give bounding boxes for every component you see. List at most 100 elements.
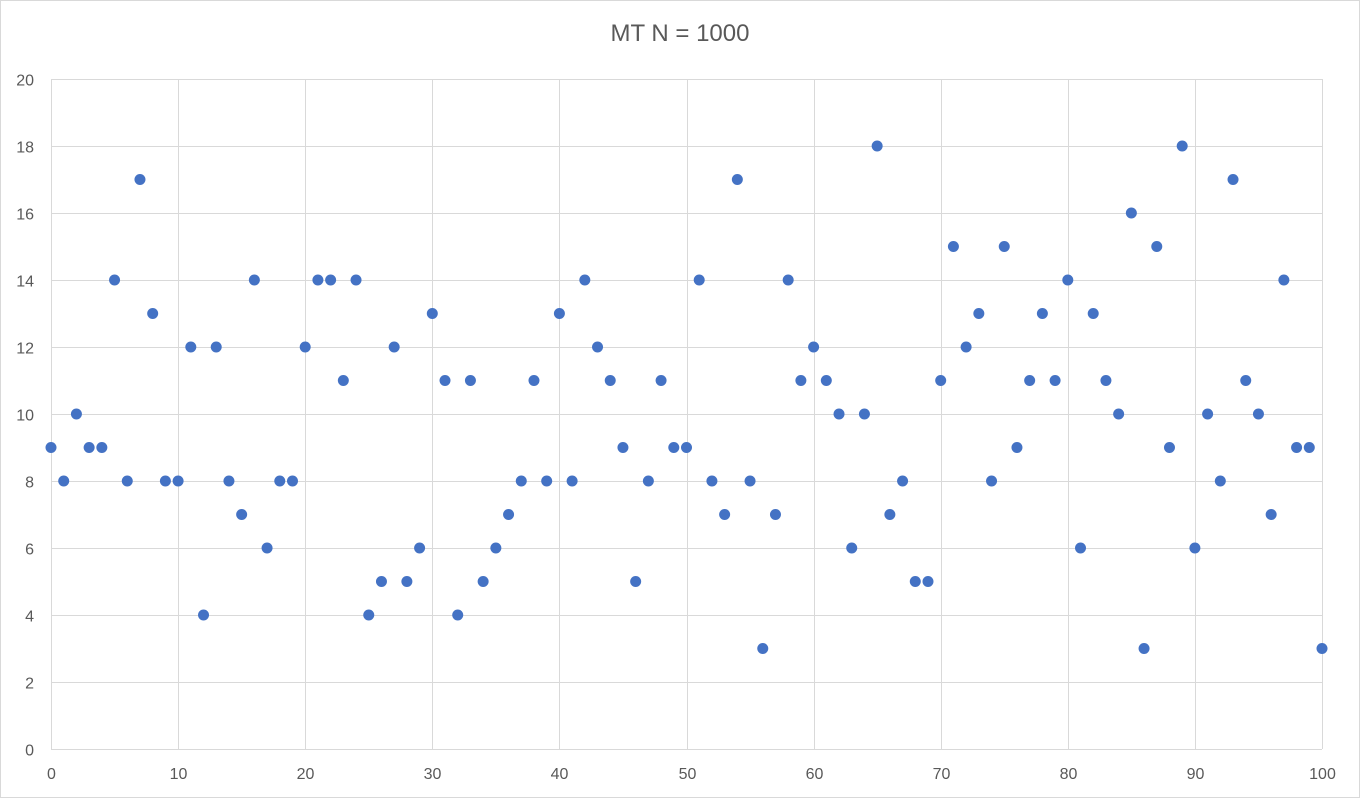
data-point [782, 274, 794, 286]
data-point [630, 576, 642, 587]
data-point [426, 308, 438, 319]
data-point [477, 576, 489, 587]
data-point [897, 475, 909, 487]
data-point [871, 140, 883, 152]
data-point [833, 408, 845, 420]
data-point [286, 475, 298, 487]
data-point [236, 509, 248, 520]
data-point [528, 375, 540, 386]
data-point [70, 408, 82, 420]
data-point [210, 341, 222, 353]
data-point [172, 475, 184, 487]
data-point [681, 442, 692, 453]
x-tick-label: 50 [679, 766, 697, 783]
data-point [808, 341, 820, 353]
data-point [642, 475, 654, 487]
data-point [820, 375, 832, 386]
data-point [261, 542, 273, 554]
data-point [58, 475, 70, 487]
data-point [1125, 207, 1137, 219]
data-point [1202, 408, 1214, 420]
data-point [1075, 542, 1087, 554]
x-tick-label: 60 [806, 766, 824, 783]
data-point [986, 475, 998, 487]
data-point [350, 274, 362, 286]
data-point [846, 542, 858, 554]
data-point [1100, 375, 1112, 386]
data-point [1227, 174, 1239, 185]
data-point [1049, 375, 1061, 386]
data-point [553, 308, 565, 319]
data-point [973, 308, 985, 319]
data-point [337, 375, 349, 386]
data-points [45, 140, 1328, 654]
data-point [1138, 643, 1150, 654]
data-point [299, 341, 311, 353]
data-point [1113, 408, 1125, 420]
data-point [1316, 643, 1328, 654]
data-point [757, 643, 769, 654]
data-point [795, 375, 807, 386]
y-tick-label: 2 [25, 676, 34, 693]
data-point [566, 475, 578, 487]
data-point [274, 475, 286, 487]
data-point [592, 341, 604, 353]
data-point [439, 375, 451, 386]
x-tick-label: 80 [1060, 766, 1078, 783]
y-tick-label: 4 [25, 609, 34, 626]
data-point [503, 509, 515, 520]
x-tick-label: 40 [551, 766, 569, 783]
data-point [1036, 308, 1048, 319]
data-point [731, 174, 743, 185]
data-point [248, 274, 260, 286]
data-point [1062, 274, 1074, 286]
data-point [325, 274, 337, 286]
y-tick-label: 12 [16, 341, 34, 358]
chart-title: MT N = 1000 [610, 20, 750, 47]
data-point [401, 576, 413, 587]
y-tick-label: 14 [16, 274, 34, 291]
data-point [922, 576, 934, 587]
data-point [935, 375, 947, 386]
x-tick-label: 90 [1187, 766, 1205, 783]
data-point [388, 341, 400, 353]
y-tick-label: 10 [16, 408, 34, 425]
data-point [414, 542, 426, 554]
data-point [223, 475, 235, 487]
data-point [452, 609, 464, 621]
data-point [83, 442, 95, 453]
data-point [312, 274, 324, 286]
data-point [1024, 375, 1036, 386]
data-point [1265, 509, 1277, 520]
tick-labels: 0 2 4 6 8 10 12 14 16 18 20 0 10 20 30 40 50 60 70 80 90 100 [16, 73, 1336, 784]
data-point [719, 509, 731, 520]
data-point [579, 274, 591, 286]
data-point [947, 241, 959, 252]
data-point [909, 576, 921, 587]
data-point [464, 375, 476, 386]
data-point [109, 274, 121, 286]
x-tick-label: 10 [170, 766, 188, 783]
data-point [1189, 542, 1201, 554]
data-point [858, 408, 870, 420]
data-point [1087, 308, 1099, 319]
data-point [1291, 442, 1303, 453]
data-point [1240, 375, 1252, 386]
data-point [884, 509, 896, 520]
data-point [617, 442, 629, 453]
data-point [1278, 274, 1290, 286]
data-point [769, 509, 781, 520]
y-tick-label: 20 [16, 73, 34, 90]
data-point [1163, 442, 1175, 453]
data-point [1151, 241, 1163, 252]
data-point [655, 375, 667, 386]
data-point [490, 542, 502, 554]
data-point [998, 241, 1010, 252]
x-tick-label: 100 [1309, 766, 1336, 783]
x-tick-label: 70 [933, 766, 951, 783]
data-point [706, 475, 718, 487]
gridlines [51, 79, 1323, 750]
data-point [693, 274, 705, 286]
